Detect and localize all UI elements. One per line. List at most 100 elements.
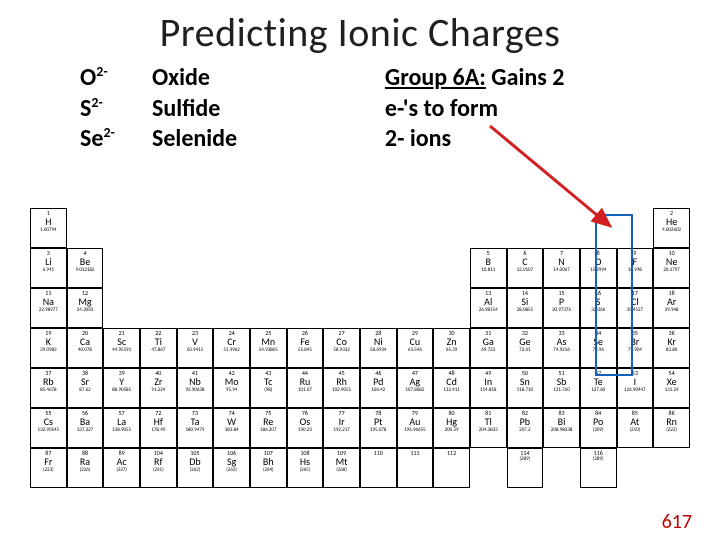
- group-desc-part1: Gains 2: [486, 63, 565, 92]
- element-cell: 89Ac(227): [103, 448, 140, 488]
- group-desc-part2: e-'s to form: [385, 94, 680, 125]
- element-cell: 32Ge72.61: [507, 328, 544, 368]
- element-cell: 12Mg24.3050: [67, 288, 104, 328]
- element-cell: 77Ir192.217: [323, 408, 360, 448]
- ion-symbol: O2-: [80, 63, 152, 94]
- element-cell: 8O15.9994: [580, 248, 617, 288]
- element-cell: 14Si28.0855: [507, 288, 544, 328]
- element-cell: 74W183.84: [213, 408, 250, 448]
- element-cell: 13Al26.98154: [470, 288, 507, 328]
- element-cell: 72Hf178.49: [140, 408, 177, 448]
- element-cell: 44Ru101.07: [287, 368, 324, 408]
- element-cell: 80Hg200.59: [433, 408, 470, 448]
- element-cell: 24Cr51.9962: [213, 328, 250, 368]
- element-cell: 46Pd106.42: [360, 368, 397, 408]
- element-cell: 84Po(209): [580, 408, 617, 448]
- ion-row: Se2- Selenide: [80, 124, 385, 155]
- element-cell: 75Re186.207: [250, 408, 287, 448]
- element-cell: 49In114.818: [470, 368, 507, 408]
- ion-row: S2- Sulfide: [80, 94, 385, 125]
- ion-symbol: Se2-: [80, 124, 152, 155]
- element-cell: 1H1.00794: [30, 208, 67, 248]
- group-description: Group 6A: Gains 2 e-'s to form 2- ions: [385, 63, 680, 155]
- element-cell: 54Xe131.29: [653, 368, 690, 408]
- element-cell: 39Y88.90585: [103, 368, 140, 408]
- element-cell: 110: [360, 448, 397, 488]
- element-cell: 83Bi208.98038: [543, 408, 580, 448]
- element-cell: 105Db(262): [177, 448, 214, 488]
- element-cell: 19K39.0983: [30, 328, 67, 368]
- element-cell: 108Hs(265): [287, 448, 324, 488]
- element-cell: 25Mn54.93805: [250, 328, 287, 368]
- element-cell: 78Pt195.078: [360, 408, 397, 448]
- element-cell: 79Au196.96655: [397, 408, 434, 448]
- element-cell: 28Ni58.6934: [360, 328, 397, 368]
- element-cell: 10Ne20.1797: [653, 248, 690, 288]
- element-cell: 73Ta180.9479: [177, 408, 214, 448]
- element-cell: 47Ag107.8682: [397, 368, 434, 408]
- element-cell: 38Sr87.62: [67, 368, 104, 408]
- element-cell: 37Rb85.4678: [30, 368, 67, 408]
- element-cell: 106Sg(263): [213, 448, 250, 488]
- element-cell: 27Co58.9332: [323, 328, 360, 368]
- element-cell: 111: [397, 448, 434, 488]
- element-cell: 43Tc(98): [250, 368, 287, 408]
- element-cell: 41Nb92.90638: [177, 368, 214, 408]
- ion-name: Selenide: [152, 124, 237, 155]
- element-cell: 17Cl35.4527: [617, 288, 654, 328]
- slide-number: 617: [662, 510, 692, 534]
- element-cell: 29Cu63.546: [397, 328, 434, 368]
- element-cell: 35Br79.904: [617, 328, 654, 368]
- element-cell: 22Ti47.867: [140, 328, 177, 368]
- content-area: O2- Oxide S2- Sulfide Se2- Selenide Grou…: [0, 57, 720, 155]
- ion-row: O2- Oxide: [80, 63, 385, 94]
- page-title: Predicting Ionic Charges: [0, 8, 720, 57]
- element-cell: 4Be9.012182: [67, 248, 104, 288]
- element-cell: 34Se78.96: [580, 328, 617, 368]
- element-cell: 20Ca40.078: [67, 328, 104, 368]
- element-cell: 23V50.9415: [177, 328, 214, 368]
- element-cell: 109Mt(268): [323, 448, 360, 488]
- element-cell: 40Zr91.224: [140, 368, 177, 408]
- element-cell: 85At(210): [617, 408, 654, 448]
- element-cell: 81Tl204.3833: [470, 408, 507, 448]
- element-cell: 33As74.9216: [543, 328, 580, 368]
- element-cell: 87Fr(223): [30, 448, 67, 488]
- element-cell: 6C12.0107: [507, 248, 544, 288]
- element-cell: 114(289): [507, 448, 544, 488]
- element-cell: 82Pb207.2: [507, 408, 544, 448]
- element-cell: 36Kr83.80: [653, 328, 690, 368]
- group-desc-part3: 2- ions: [385, 124, 680, 155]
- element-cell: 56Ba137.327: [67, 408, 104, 448]
- element-cell: 18Ar39.948: [653, 288, 690, 328]
- element-cell: 31Ga69.723: [470, 328, 507, 368]
- element-cell: 116(289): [580, 448, 617, 488]
- element-cell: 51Sb121.760: [543, 368, 580, 408]
- element-cell: 15P30.97376: [543, 288, 580, 328]
- element-cell: 104Rf(261): [140, 448, 177, 488]
- element-cell: 53I126.90447: [617, 368, 654, 408]
- element-cell: 7N14.0067: [543, 248, 580, 288]
- element-cell: 76Os190.23: [287, 408, 324, 448]
- element-cell: 45Rh102.9055: [323, 368, 360, 408]
- element-cell: 30Zn65.39: [433, 328, 470, 368]
- element-cell: 5B10.811: [470, 248, 507, 288]
- group-label: Group 6A:: [385, 63, 486, 92]
- element-cell: 55Cs132.90545: [30, 408, 67, 448]
- element-cell: 21Sc44.95591: [103, 328, 140, 368]
- element-cell: 112: [433, 448, 470, 488]
- element-cell: 42Mo95.94: [213, 368, 250, 408]
- element-cell: 3Li6.941: [30, 248, 67, 288]
- element-cell: 9F18.998: [617, 248, 654, 288]
- element-cell: 52Te127.60: [580, 368, 617, 408]
- element-cell: 48Cd112.411: [433, 368, 470, 408]
- element-cell: 57La138.9055: [103, 408, 140, 448]
- element-cell: 26Fe55.845: [287, 328, 324, 368]
- ion-symbol: S2-: [80, 94, 152, 125]
- ion-name: Oxide: [152, 63, 210, 94]
- element-cell: 2He4.002602: [653, 208, 690, 248]
- element-cell: 50Sn118.710: [507, 368, 544, 408]
- element-cell: 16S32.066: [580, 288, 617, 328]
- ion-name: Sulfide: [152, 94, 220, 125]
- periodic-table: 1H1.00794 2He4.002602 3Li6.9414Be9.012182 5…: [30, 208, 690, 488]
